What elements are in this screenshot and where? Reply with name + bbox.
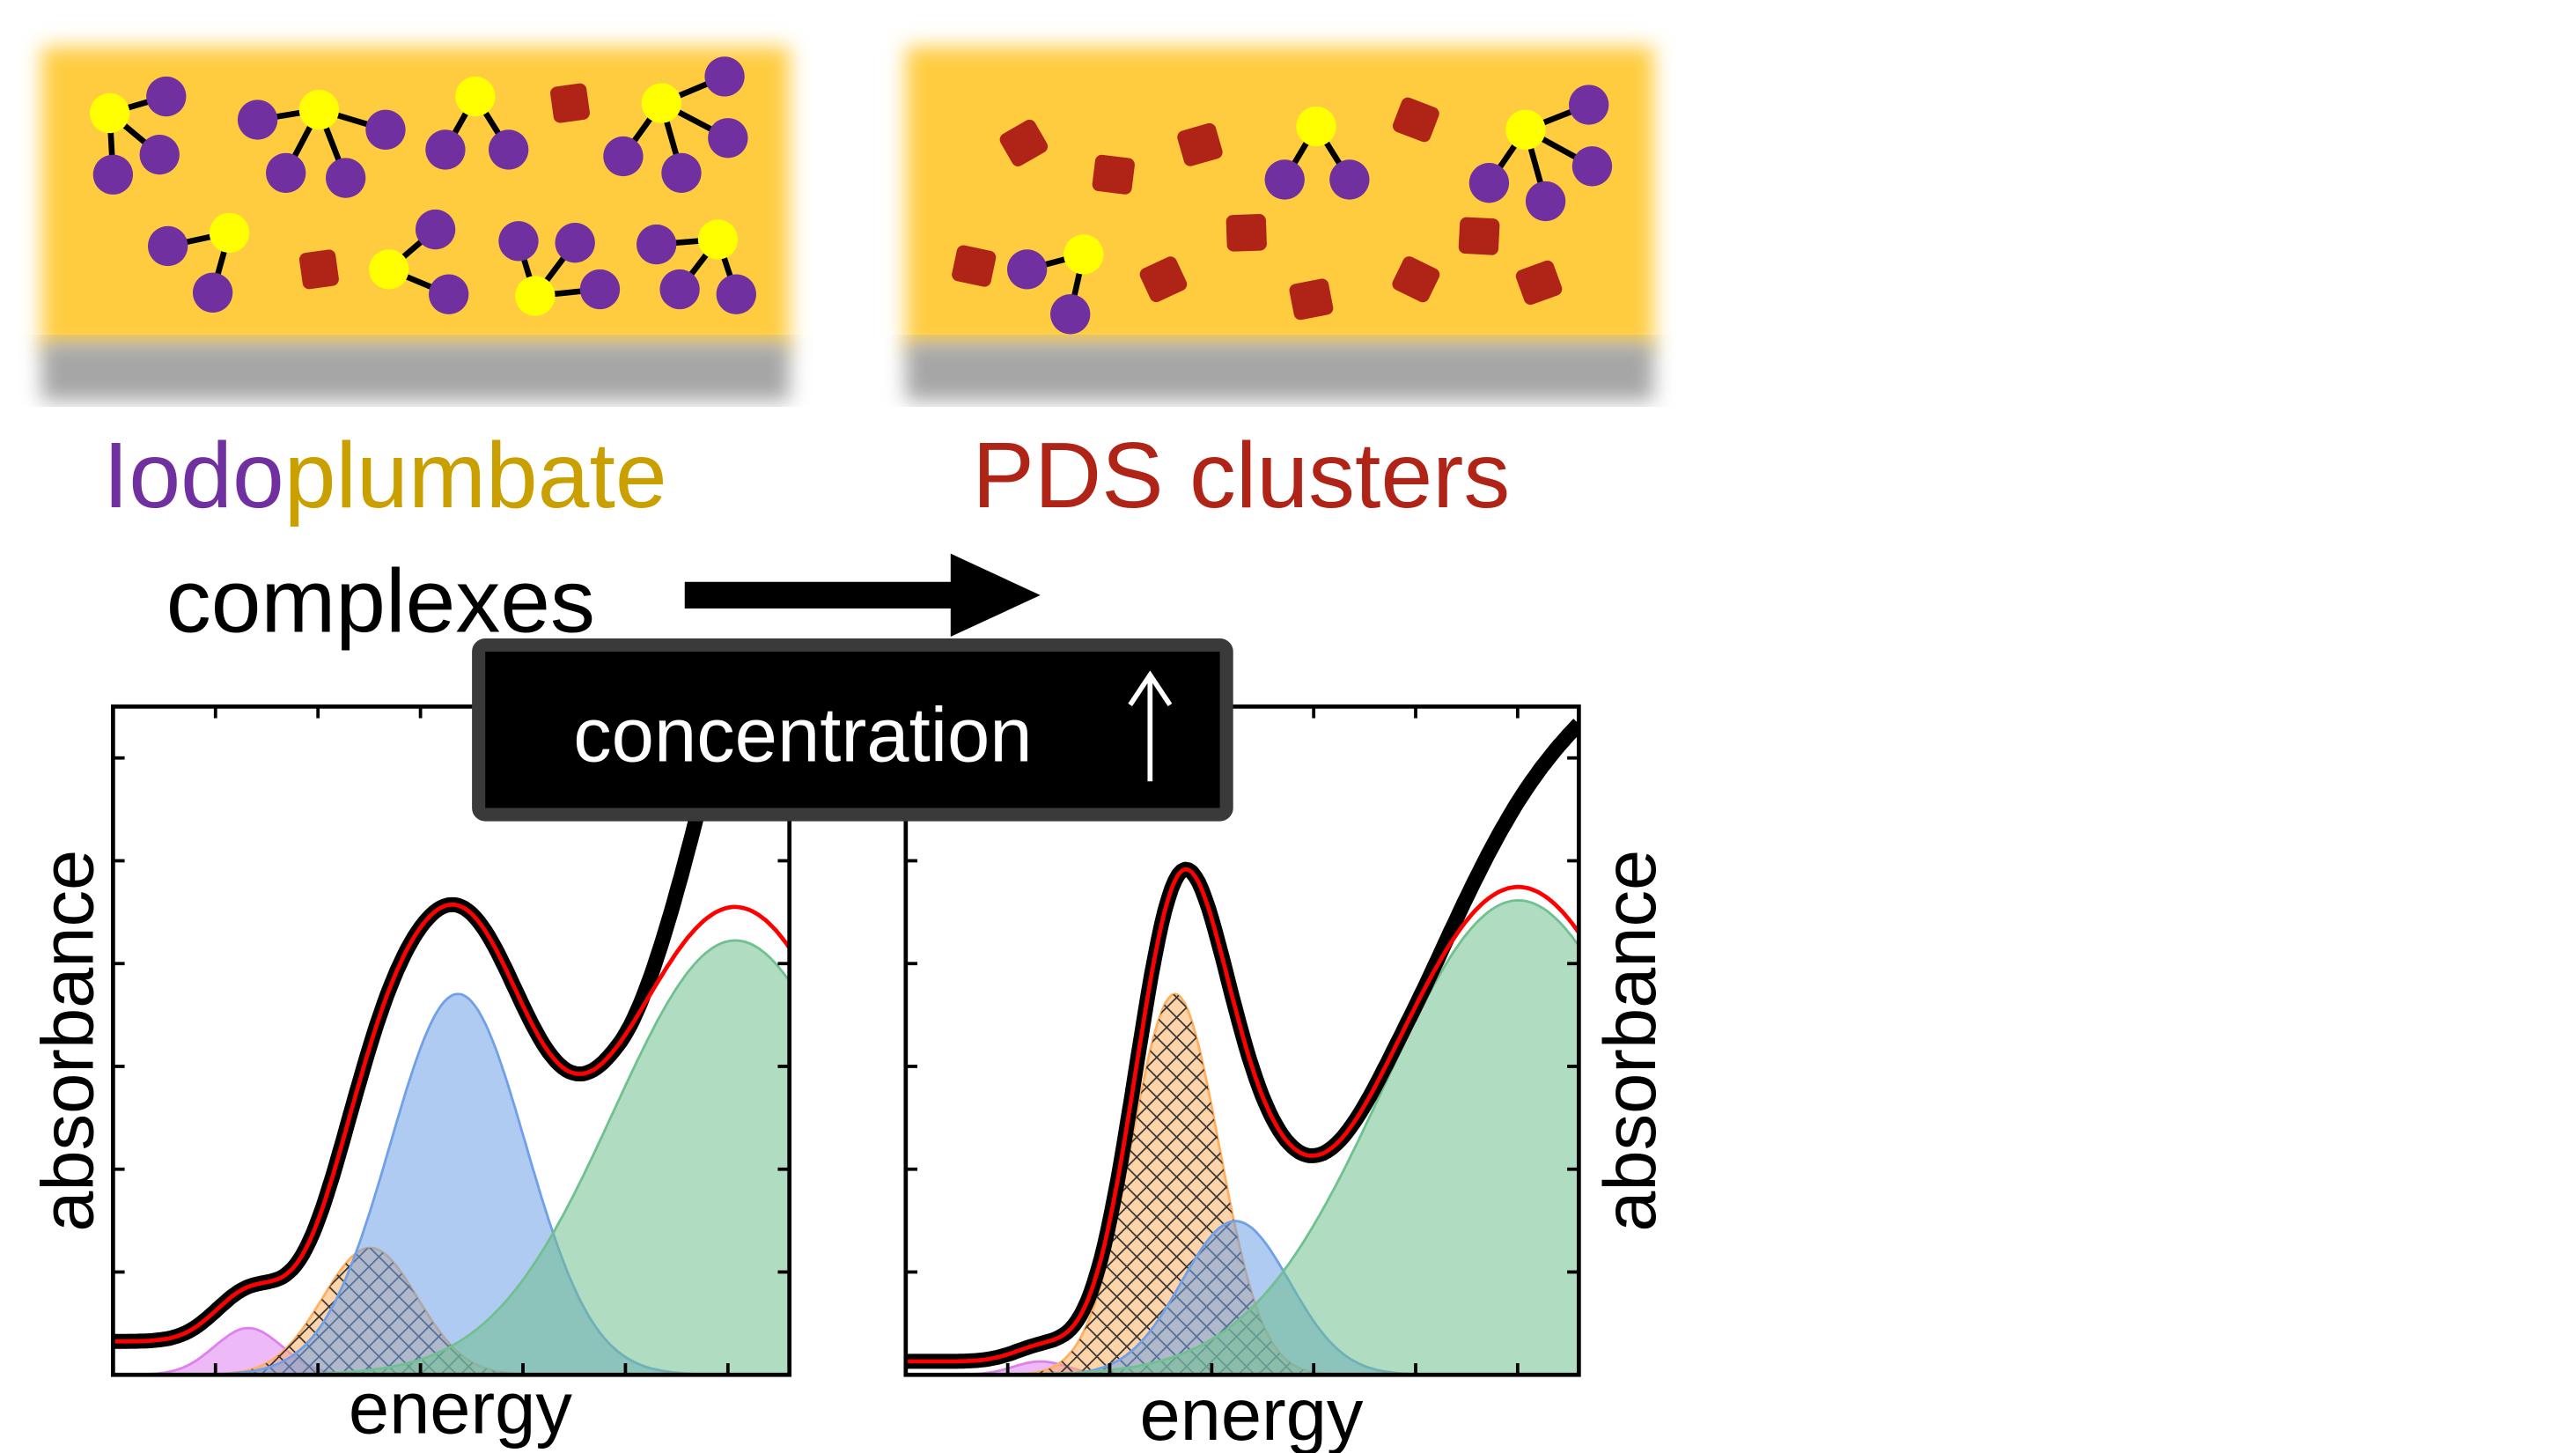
- iodoplumbate-film-panel: [41, 46, 790, 402]
- lead-atom: [1505, 109, 1546, 150]
- pds-cluster: [1515, 260, 1563, 306]
- x-axis-label-right: energy: [1140, 1374, 1364, 1453]
- iodide-atom: [1050, 294, 1091, 335]
- complexes-label: complexes: [166, 550, 595, 651]
- pds-cluster: [298, 249, 339, 290]
- iodide-atom: [661, 152, 702, 194]
- iodide-atom: [708, 118, 748, 159]
- iodide-atom: [488, 129, 529, 170]
- component-blue: [905, 1220, 1579, 1376]
- y-axis-label-left: absorbance: [27, 850, 109, 1232]
- plot-frame: [903, 704, 1581, 1377]
- iodide-atom: [498, 221, 539, 262]
- iodide-atom: [192, 272, 233, 313]
- pds-cluster: [1392, 97, 1439, 143]
- iodide-atom: [1525, 181, 1566, 222]
- lead-atom: [455, 76, 496, 117]
- iodide-atom: [1571, 146, 1613, 187]
- iodide-atom: [637, 224, 677, 265]
- iodide-atom: [716, 274, 756, 314]
- iodide-atom: [139, 134, 180, 175]
- up-arrow-icon: [1128, 670, 1173, 782]
- lead-atom: [515, 276, 556, 316]
- iodide-atom: [148, 225, 188, 267]
- iodide-atom: [1006, 249, 1048, 290]
- pds-cluster: [1289, 278, 1334, 321]
- concentration-box: concentration: [472, 638, 1233, 822]
- pds-cluster: [1458, 217, 1500, 255]
- fit-line: [905, 867, 1579, 1364]
- lead-atom: [89, 92, 130, 134]
- clusters: [952, 85, 1613, 335]
- lead-atom: [1296, 106, 1336, 147]
- concentration-label: concentration: [573, 693, 1032, 778]
- iodide-atom: [555, 223, 595, 263]
- iodide-atom: [92, 154, 134, 195]
- lead-atom: [697, 219, 739, 260]
- iodide-atom: [415, 209, 456, 250]
- pds-cluster: [999, 119, 1049, 166]
- iodoplumbate-label: Iodoplumbate: [103, 424, 667, 527]
- substrate-layer: [41, 341, 790, 402]
- lead-atom: [1064, 234, 1104, 275]
- iodide-atom: [237, 100, 278, 140]
- plot-area: [905, 719, 1579, 1376]
- pds-film-panel: [905, 46, 1654, 402]
- right-arrow-icon: [684, 553, 1041, 638]
- lead-atom: [641, 83, 681, 123]
- iodide-atom: [704, 56, 745, 97]
- iodide-atom: [325, 158, 366, 198]
- lead-atom: [298, 89, 340, 130]
- component-green: [113, 939, 790, 1376]
- iodide-atom: [579, 269, 621, 310]
- x-axis-label-left: energy: [349, 1367, 572, 1449]
- iodo-text: Iodo: [103, 424, 284, 527]
- iodide-atom: [266, 152, 306, 194]
- iodide-atom: [425, 129, 466, 170]
- plumbate-text: plumbate: [284, 424, 667, 527]
- y-axis-label-right: absorbance: [1589, 850, 1671, 1232]
- lead-atom: [369, 249, 409, 290]
- fit-line: [113, 903, 790, 1344]
- substrate-layer: [905, 341, 1654, 402]
- lead-atom: [209, 212, 250, 253]
- iodide-atom: [1468, 163, 1510, 203]
- pds-clusters-label: PDS clusters: [972, 424, 1510, 527]
- pds-cluster: [1225, 214, 1267, 252]
- pds-cluster: [1092, 154, 1135, 195]
- plot-frame: [111, 704, 792, 1377]
- plot-area: [113, 706, 790, 1376]
- absorbance-plot-left: [111, 704, 792, 1377]
- pds-cluster: [1177, 122, 1223, 166]
- iodide-atom: [429, 274, 469, 314]
- iodide-atom: [146, 76, 187, 117]
- pds-cluster: [1139, 256, 1188, 303]
- pds-cluster: [1392, 256, 1440, 303]
- iodide-atom: [659, 269, 700, 310]
- iodide-atom: [365, 109, 406, 150]
- pds-cluster: [550, 83, 590, 123]
- iodide-atom: [1569, 85, 1609, 125]
- component-pink: [113, 1326, 790, 1376]
- iodide-atom: [1329, 159, 1370, 200]
- iodide-atom: [603, 136, 644, 177]
- iodide-atom: [1264, 159, 1305, 200]
- molecules: [89, 56, 756, 316]
- pds-cluster: [952, 245, 997, 287]
